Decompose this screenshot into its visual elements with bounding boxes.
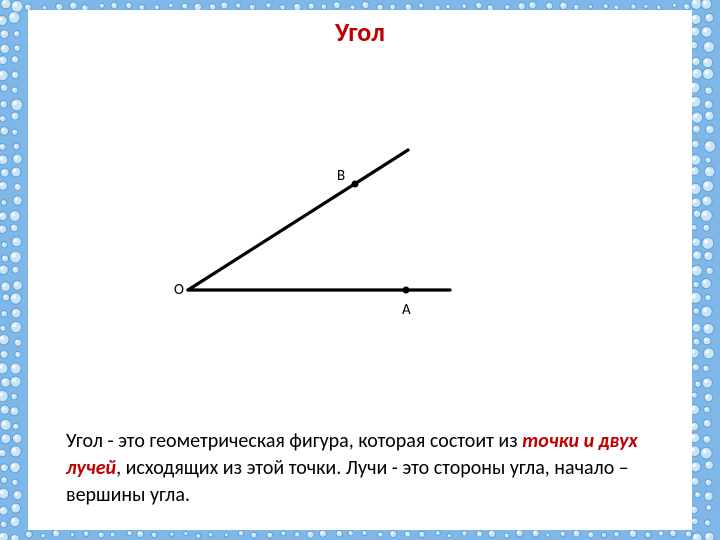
svg-text:B: B xyxy=(337,167,345,185)
definition-part2: , исходящих из этой точки. Лучи - это ст… xyxy=(66,456,629,507)
svg-text:O: O xyxy=(174,281,184,299)
definition-part1: Угол - это геометрическая фигура, котора… xyxy=(66,429,522,453)
angle-diagram: O A B xyxy=(158,100,478,330)
page-title: Угол xyxy=(28,16,692,48)
svg-text:A: A xyxy=(402,301,411,319)
definition-text: Угол - это геометрическая фигура, котора… xyxy=(66,428,676,509)
slide-content-area: Угол O A B Угол - это геометрическая фигур… xyxy=(28,10,692,530)
